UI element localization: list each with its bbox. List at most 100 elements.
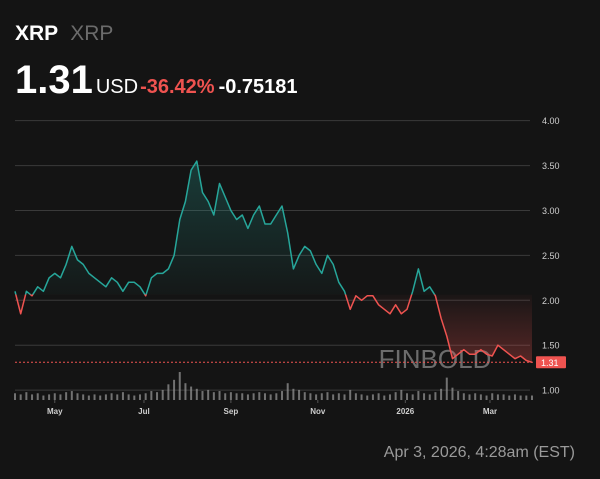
volume-bar xyxy=(87,395,90,400)
volume-bar xyxy=(406,393,409,400)
y-tick-label: 3.00 xyxy=(542,206,560,216)
currency: USD xyxy=(96,76,138,98)
volume-bar xyxy=(337,393,340,400)
volume-bar xyxy=(229,392,232,400)
volume-bar xyxy=(451,387,454,400)
volume-bar xyxy=(25,392,28,400)
volume-bar xyxy=(263,393,266,400)
volume-bar xyxy=(360,394,363,400)
volume-bar xyxy=(428,394,431,400)
change: -0.75181 xyxy=(219,76,298,98)
volume-bar xyxy=(116,394,119,400)
volume-bar xyxy=(525,395,528,400)
x-tick-label: Mar xyxy=(483,407,497,416)
volume-bar xyxy=(178,372,181,400)
volume-bar xyxy=(235,393,238,400)
volume-bar xyxy=(349,389,352,400)
y-tick-label: 2.50 xyxy=(542,251,560,261)
y-tick-label: 2.00 xyxy=(542,296,560,306)
volume-bar xyxy=(462,393,465,400)
current-price-label: 1.31 xyxy=(541,358,559,368)
y-tick-label: 1.50 xyxy=(542,341,560,351)
volume-bar xyxy=(371,394,374,400)
x-tick-label: Jul xyxy=(138,407,150,416)
volume-bar xyxy=(156,392,159,400)
volume-bar xyxy=(14,393,16,400)
price-line xyxy=(14,160,533,364)
volume-bar xyxy=(423,393,426,400)
x-tick-label: Nov xyxy=(310,407,326,416)
volume-bar xyxy=(388,394,391,400)
volume-bar xyxy=(246,394,249,400)
change-percent: -36.42% xyxy=(140,76,215,98)
volume-bar xyxy=(161,389,164,400)
volume-bar xyxy=(65,392,68,400)
volume-bar xyxy=(485,395,488,400)
volume-bar xyxy=(70,391,73,400)
volume-bar xyxy=(59,394,62,400)
volume-bar xyxy=(513,394,516,400)
volume-bar xyxy=(167,384,170,400)
volume-bar xyxy=(252,393,255,400)
volume-bar xyxy=(315,394,318,400)
volume-bar xyxy=(281,391,284,400)
volume-bar xyxy=(104,394,107,400)
volume-bar xyxy=(491,393,494,400)
volume-bar xyxy=(286,383,289,400)
volume-bar xyxy=(144,393,147,400)
y-tick-label: 3.50 xyxy=(542,161,560,171)
x-tick-label: Sep xyxy=(224,407,239,416)
volume-bar xyxy=(417,391,420,400)
symbol-name: XRP xyxy=(70,22,113,45)
symbol: XRP xyxy=(15,22,58,45)
volume-bar xyxy=(298,389,301,400)
volume-bar xyxy=(332,394,335,400)
volume-bar xyxy=(127,394,130,400)
volume-bar xyxy=(366,395,369,400)
volume-bar xyxy=(19,394,22,400)
volume-bar xyxy=(326,392,329,400)
volume-bar xyxy=(110,393,113,400)
y-tick-label: 4.00 xyxy=(542,116,560,126)
volume-bar xyxy=(224,393,227,400)
volume-bar xyxy=(207,389,210,400)
volume-bar xyxy=(212,392,215,400)
volume-bar xyxy=(320,393,323,400)
volume-bar xyxy=(292,388,295,400)
volume-bar xyxy=(457,391,460,400)
volume-bar xyxy=(42,395,45,400)
x-tick-label: May xyxy=(47,407,63,416)
volume-bar xyxy=(258,392,261,400)
volume-bar xyxy=(48,394,51,400)
volume-bar xyxy=(218,391,221,400)
volume-bar xyxy=(303,392,306,400)
volume-bar xyxy=(502,394,505,400)
volume-bar xyxy=(76,393,79,400)
volume-bar xyxy=(519,395,522,400)
volume-bar xyxy=(201,391,204,400)
volume-bar xyxy=(343,394,346,400)
volume-bar xyxy=(93,394,96,400)
volume-bar xyxy=(269,394,272,400)
volume-bar xyxy=(309,393,312,400)
volume-bar xyxy=(445,377,448,400)
volume-bar xyxy=(354,393,357,400)
volume-bar xyxy=(53,393,56,400)
volume-bar xyxy=(394,392,397,400)
volume-bar xyxy=(173,379,176,400)
volume-bar xyxy=(195,388,198,400)
volume-bar xyxy=(377,393,380,400)
volume-bar xyxy=(36,393,39,400)
volume-bar xyxy=(411,394,414,400)
y-tick-label: 1.00 xyxy=(542,386,560,396)
volume-bar xyxy=(496,394,499,400)
timestamp: Apr 3, 2026, 4:28am (EST) xyxy=(384,444,575,461)
volume-bar xyxy=(150,391,153,400)
current-price-box xyxy=(536,356,566,369)
volume-bar xyxy=(241,393,244,400)
volume-bar xyxy=(31,394,34,400)
volume-bar xyxy=(99,395,102,400)
volume-bar xyxy=(434,392,437,400)
